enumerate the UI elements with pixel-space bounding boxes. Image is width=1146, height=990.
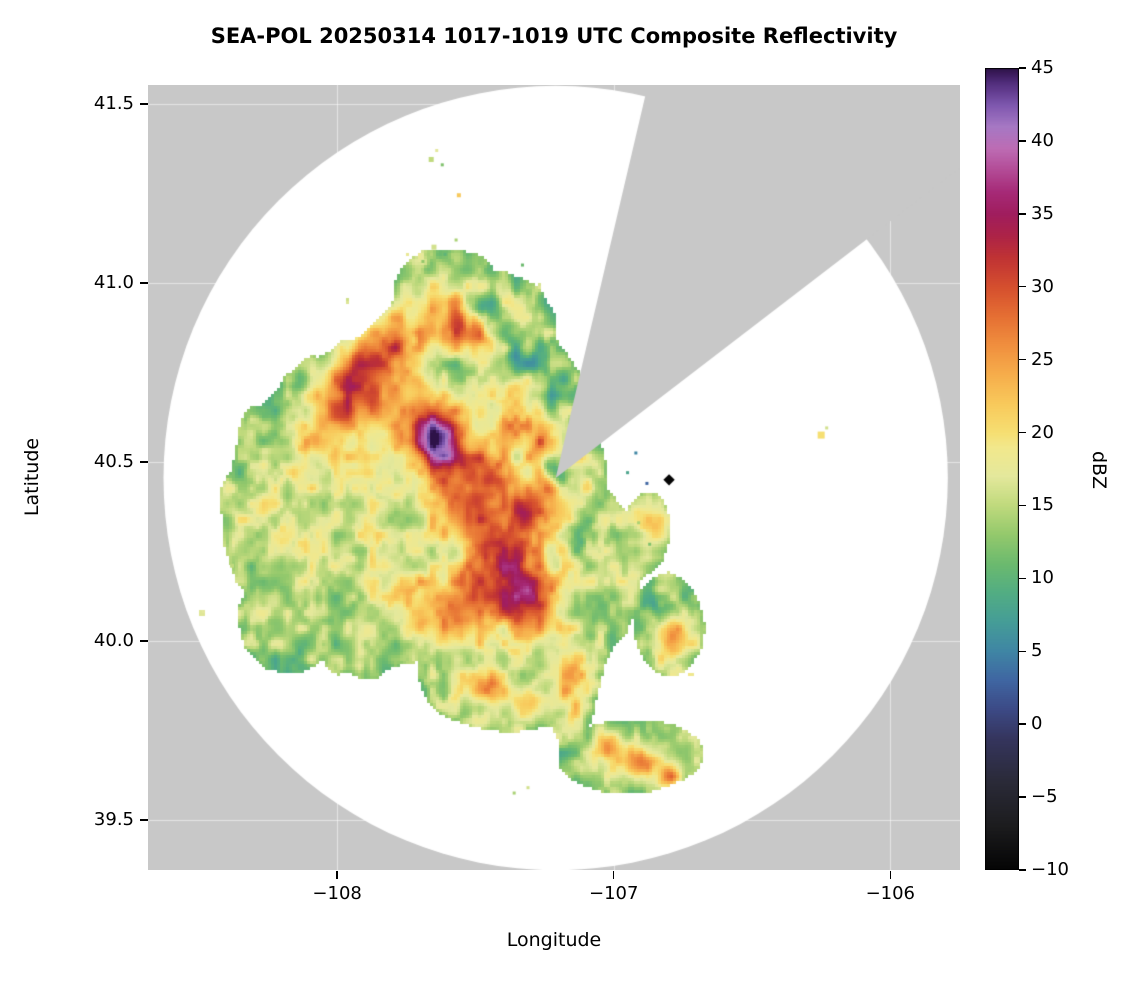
y-tick-mark — [140, 640, 148, 642]
x-tick-label: −106 — [865, 883, 916, 904]
x-tick-mark — [889, 871, 892, 879]
colorbar-tick-label: 10 — [1031, 567, 1054, 589]
radar-plot-canvas — [148, 85, 960, 870]
colorbar-tick-label: 35 — [1031, 202, 1054, 224]
colorbar-label: dBZ — [1088, 450, 1110, 490]
colorbar-tick-label: 5 — [1031, 640, 1043, 662]
colorbar-tick-mark — [1019, 213, 1026, 215]
colorbar-tick-mark — [1019, 650, 1026, 653]
y-tick-label: 40.5 — [93, 450, 134, 472]
x-tick-label: −108 — [312, 883, 362, 904]
x-tick-mark — [612, 871, 615, 879]
y-tick-mark — [140, 819, 148, 821]
y-tick-label: 41.5 — [93, 92, 134, 114]
y-axis-label: Latitude — [21, 437, 43, 517]
colorbar-tick-mark — [1019, 504, 1026, 507]
colorbar-tick-mark — [1019, 358, 1026, 361]
colorbar-tick-label: 20 — [1031, 421, 1054, 443]
colorbar-tick-label: 0 — [1031, 713, 1043, 735]
colorbar-tick-label: −5 — [1031, 786, 1058, 808]
y-tick-label: 40.0 — [93, 629, 134, 651]
colorbar-tick-mark — [1019, 723, 1026, 725]
colorbar-tick-label: 30 — [1031, 275, 1054, 297]
colorbar-tick-mark — [1019, 431, 1026, 434]
y-tick-mark — [140, 103, 148, 105]
x-tick-mark — [336, 871, 338, 879]
colorbar-tick-label: −10 — [1031, 859, 1069, 880]
colorbar-tick-label: 40 — [1031, 129, 1054, 151]
colorbar-tick-mark — [1019, 285, 1026, 288]
y-tick-label: 41.0 — [93, 271, 134, 293]
colorbar-tick-label: 25 — [1031, 348, 1054, 370]
colorbar-canvas — [985, 68, 1019, 870]
colorbar-tick-mark — [1019, 869, 1026, 871]
y-tick-mark — [140, 461, 148, 463]
colorbar-tick-mark — [1019, 577, 1026, 580]
colorbar-tick-mark — [1019, 140, 1026, 142]
colorbar-tick-mark — [1019, 67, 1026, 69]
colorbar-tick-label: 15 — [1031, 494, 1054, 516]
colorbar-tick-mark — [1019, 796, 1026, 798]
y-tick-label: 39.5 — [93, 808, 134, 830]
x-axis-label: Longitude — [506, 929, 602, 951]
chart-title: SEA-POL 20250314 1017-1019 UTC Composite… — [210, 24, 898, 48]
colorbar-tick-label: 45 — [1031, 57, 1054, 78]
x-tick-label: −107 — [589, 883, 639, 904]
y-tick-mark — [140, 282, 148, 284]
